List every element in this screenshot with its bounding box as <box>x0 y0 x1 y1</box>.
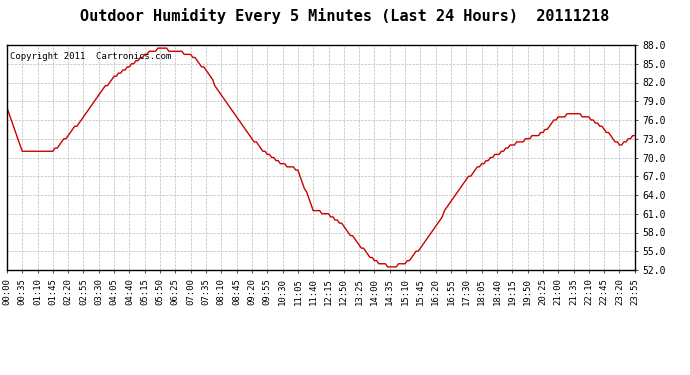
Text: Outdoor Humidity Every 5 Minutes (Last 24 Hours)  20111218: Outdoor Humidity Every 5 Minutes (Last 2… <box>80 8 610 24</box>
Text: Copyright 2011  Cartronics.com: Copyright 2011 Cartronics.com <box>10 52 171 61</box>
